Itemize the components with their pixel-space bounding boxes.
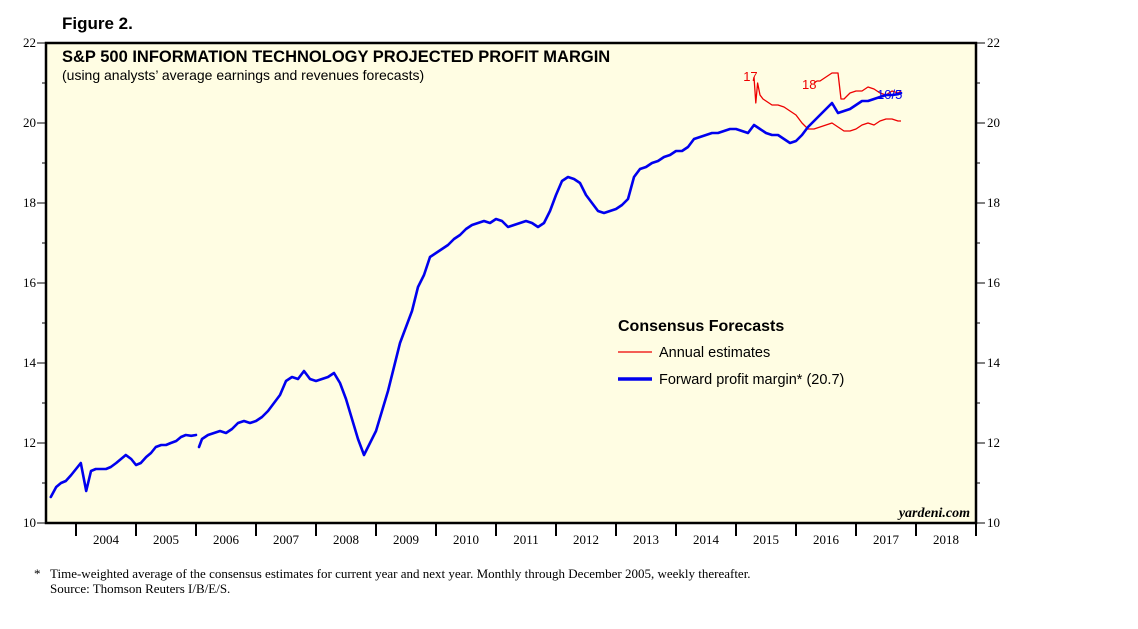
x-tick-label: 2005 xyxy=(153,532,179,547)
x-tick-label: 2017 xyxy=(873,532,900,547)
legend-title: Consensus Forecasts xyxy=(618,318,784,335)
y-axis-left: 10 12 14 16 18 20 22 xyxy=(23,35,46,530)
x-tick-label: 2008 xyxy=(333,532,359,547)
y-tick-label-left: 14 xyxy=(23,355,37,370)
y-tick-label-left: 22 xyxy=(23,35,36,50)
x-tick-label: 2010 xyxy=(453,532,479,547)
series-layer xyxy=(49,72,903,499)
footnote-marker: * xyxy=(34,566,41,581)
annotation-10-5: 10/5 xyxy=(877,87,902,102)
y-tick-label-right: 10 xyxy=(987,515,1000,530)
chart-title: S&P 500 INFORMATION TECHNOLOGY PROJECTED… xyxy=(62,48,610,66)
x-tick-label: 2015 xyxy=(753,532,779,547)
y-tick-label-left: 16 xyxy=(23,275,37,290)
x-tick-label: 2011 xyxy=(513,532,539,547)
source-text: Source: Thomson Reuters I/B/E/S. xyxy=(50,581,231,596)
y-tick-label-right: 14 xyxy=(987,355,1001,370)
watermark: yardeni.com xyxy=(897,506,970,521)
x-tick-label: 2013 xyxy=(633,532,659,547)
footnote: * Time-weighted average of the consensus … xyxy=(34,566,751,596)
x-tick-label: 2018 xyxy=(933,532,959,547)
y-axis-right: 10 12 14 16 18 20 22 xyxy=(976,35,1001,530)
x-axis: 2004 2005 2006 2007 2008 2009 2010 2011 2012 2013… xyxy=(75,523,977,547)
annual-estimates-line-17 xyxy=(753,76,901,132)
forward-profit-margin-line-segment-2 xyxy=(197,91,903,457)
plot-area xyxy=(44,41,978,525)
legend-label-annual: Annual estimates xyxy=(659,345,770,361)
y-tick-label-right: 16 xyxy=(987,275,1001,290)
y-tick-label-right: 22 xyxy=(987,35,1000,50)
annotation-18: 18 xyxy=(802,77,816,92)
y-tick-label-right: 20 xyxy=(987,115,1000,130)
x-tick-label: 2016 xyxy=(813,532,840,547)
annotation-17: 17 xyxy=(743,69,757,84)
figure-label: Figure 2. xyxy=(62,14,133,33)
x-tick-label: 2007 xyxy=(273,532,300,547)
x-tick-label: 2006 xyxy=(213,532,240,547)
chart-subtitle: (using analysts’ average earnings and re… xyxy=(62,67,424,83)
x-tick-label: 2014 xyxy=(693,532,720,547)
y-tick-label-right: 12 xyxy=(987,435,1000,450)
x-tick-label: 2004 xyxy=(93,532,120,547)
forward-profit-margin-line-segment-1 xyxy=(49,433,198,499)
x-tick-label: 2012 xyxy=(573,532,599,547)
x-tick-label: 2009 xyxy=(393,532,419,547)
footnote-text: Time-weighted average of the consensus e… xyxy=(50,566,751,581)
legend-label-forward: Forward profit margin* (20.7) xyxy=(659,372,844,388)
y-tick-label-right: 18 xyxy=(987,195,1000,210)
y-tick-label-left: 12 xyxy=(23,435,36,450)
y-tick-label-left: 10 xyxy=(23,515,36,530)
y-tick-label-left: 18 xyxy=(23,195,36,210)
y-tick-label-left: 20 xyxy=(23,115,36,130)
